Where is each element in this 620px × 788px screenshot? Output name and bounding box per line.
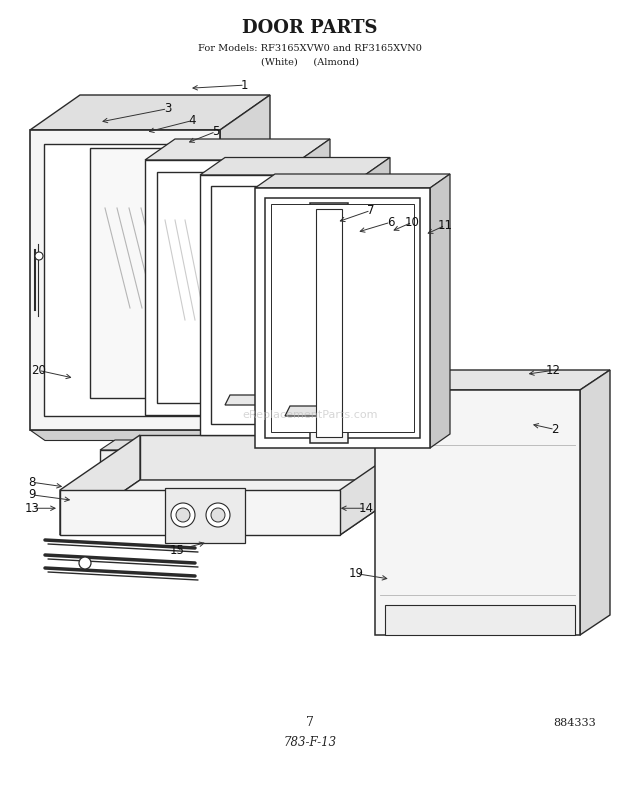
Circle shape	[79, 557, 91, 569]
Polygon shape	[140, 435, 420, 480]
Text: (White)     (Almond): (White) (Almond)	[261, 58, 359, 66]
Polygon shape	[30, 430, 235, 440]
Polygon shape	[30, 130, 220, 430]
Polygon shape	[60, 490, 340, 535]
Circle shape	[35, 252, 43, 260]
Polygon shape	[255, 188, 430, 448]
Polygon shape	[375, 390, 580, 635]
Text: 6: 6	[387, 216, 394, 229]
Polygon shape	[100, 450, 275, 475]
Circle shape	[171, 503, 195, 527]
Polygon shape	[430, 174, 450, 448]
Text: eReplacementParts.com: eReplacementParts.com	[242, 410, 378, 420]
Polygon shape	[157, 172, 288, 403]
Polygon shape	[300, 139, 330, 415]
Text: 7: 7	[367, 204, 374, 217]
Polygon shape	[385, 410, 425, 422]
Polygon shape	[60, 435, 140, 535]
Polygon shape	[265, 198, 420, 438]
Text: 5: 5	[212, 125, 219, 138]
Text: DOOR PARTS: DOOR PARTS	[242, 19, 378, 37]
Polygon shape	[145, 160, 300, 415]
Polygon shape	[211, 186, 354, 424]
Text: 10: 10	[405, 216, 420, 229]
Polygon shape	[340, 435, 420, 535]
Text: 884333: 884333	[554, 718, 596, 728]
Text: 1: 1	[241, 79, 249, 91]
Text: 3: 3	[164, 102, 171, 115]
Polygon shape	[100, 440, 290, 450]
Polygon shape	[310, 203, 348, 443]
Polygon shape	[90, 148, 235, 398]
Text: 14: 14	[358, 502, 373, 515]
Polygon shape	[44, 144, 206, 416]
Text: 15: 15	[169, 544, 184, 556]
Polygon shape	[145, 139, 330, 160]
Polygon shape	[220, 95, 270, 430]
Polygon shape	[285, 406, 340, 416]
Polygon shape	[580, 370, 610, 635]
Polygon shape	[30, 95, 270, 130]
Text: 19: 19	[349, 567, 364, 580]
Text: 7: 7	[306, 716, 314, 730]
Text: 9: 9	[29, 489, 36, 501]
Polygon shape	[165, 488, 245, 543]
Text: 12: 12	[546, 364, 560, 377]
Polygon shape	[200, 158, 390, 175]
Circle shape	[211, 508, 225, 522]
Text: 11: 11	[438, 219, 453, 232]
Polygon shape	[375, 370, 610, 390]
Polygon shape	[200, 175, 365, 435]
Polygon shape	[385, 605, 575, 635]
Polygon shape	[365, 158, 390, 435]
Text: For Models: RF3165XVW0 and RF3165XVN0: For Models: RF3165XVW0 and RF3165XVN0	[198, 43, 422, 53]
Circle shape	[176, 508, 190, 522]
Polygon shape	[225, 395, 275, 405]
Polygon shape	[255, 174, 450, 188]
Text: 2: 2	[551, 423, 559, 436]
Text: 20: 20	[31, 364, 46, 377]
Text: 8: 8	[29, 476, 36, 489]
Text: 4: 4	[188, 114, 196, 127]
Text: 783-F-13: 783-F-13	[283, 735, 337, 749]
Polygon shape	[271, 204, 414, 432]
Circle shape	[206, 503, 230, 527]
Circle shape	[352, 182, 362, 192]
Polygon shape	[316, 209, 342, 437]
Polygon shape	[60, 480, 420, 535]
Text: 13: 13	[25, 502, 40, 515]
